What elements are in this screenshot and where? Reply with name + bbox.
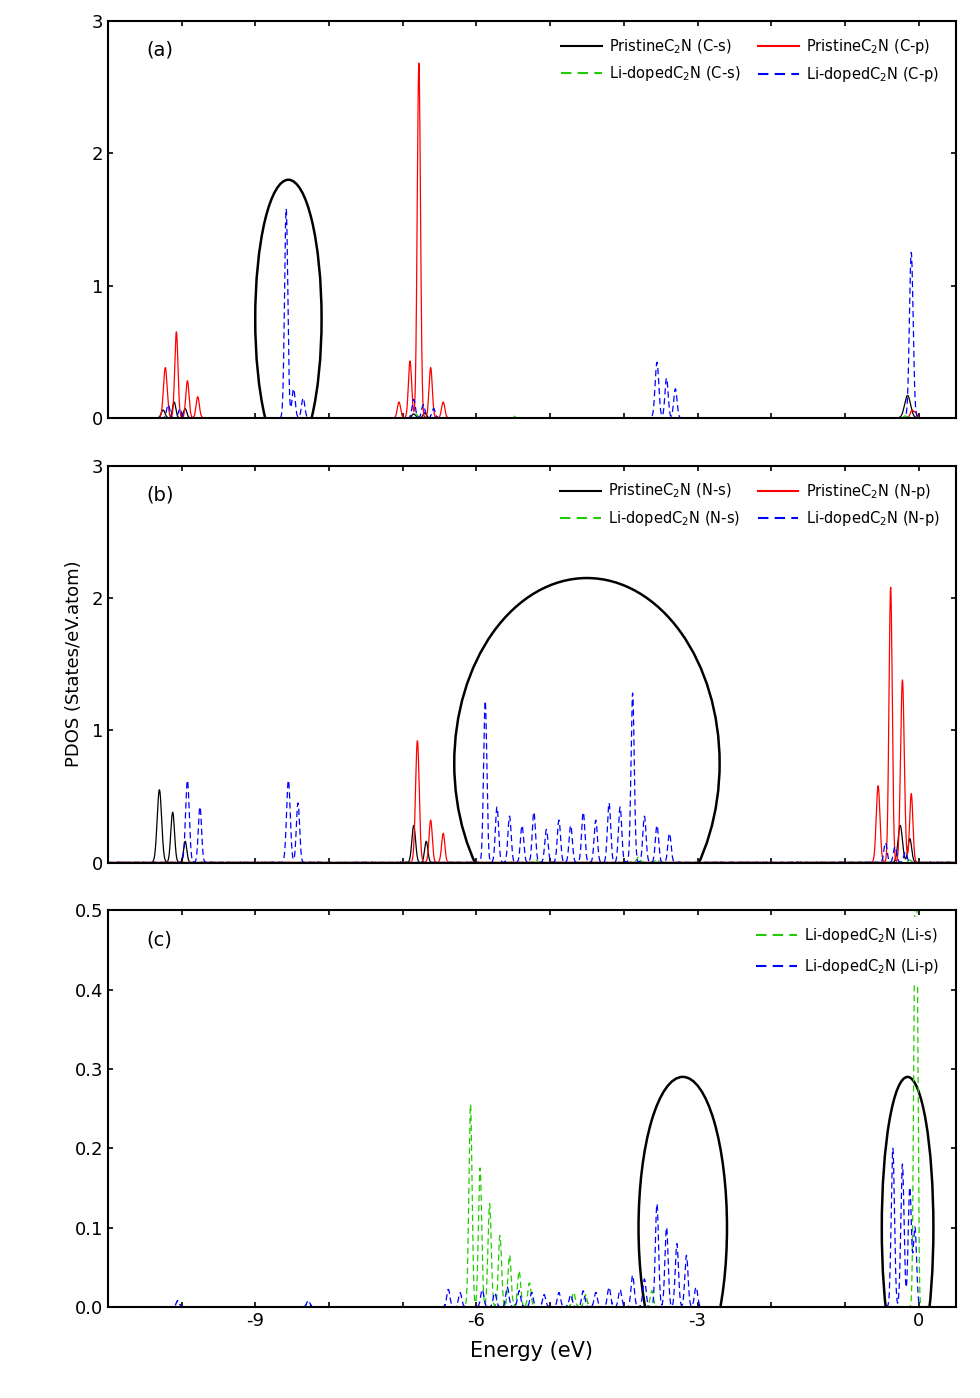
X-axis label: Energy (eV): Energy (eV) xyxy=(470,1341,593,1362)
Text: (a): (a) xyxy=(146,41,172,60)
Text: (c): (c) xyxy=(146,930,171,949)
Y-axis label: PDOS (States/eV.atom): PDOS (States/eV.atom) xyxy=(65,561,83,768)
Legend: PristineC$_2$N (C-s), Li-dopedC$_2$N (C-s), PristineC$_2$N (C-p), Li-dopedC$_2$N: PristineC$_2$N (C-s), Li-dopedC$_2$N (C-… xyxy=(553,28,949,92)
Legend: PristineC$_2$N (N-s), Li-dopedC$_2$N (N-s), PristineC$_2$N (N-p), Li-dopedC$_2$N: PristineC$_2$N (N-s), Li-dopedC$_2$N (N-… xyxy=(551,473,949,537)
Legend: Li-dopedC$_2$N (Li-s), Li-dopedC$_2$N (Li-p): Li-dopedC$_2$N (Li-s), Li-dopedC$_2$N (L… xyxy=(748,917,949,984)
Text: (b): (b) xyxy=(146,485,173,505)
